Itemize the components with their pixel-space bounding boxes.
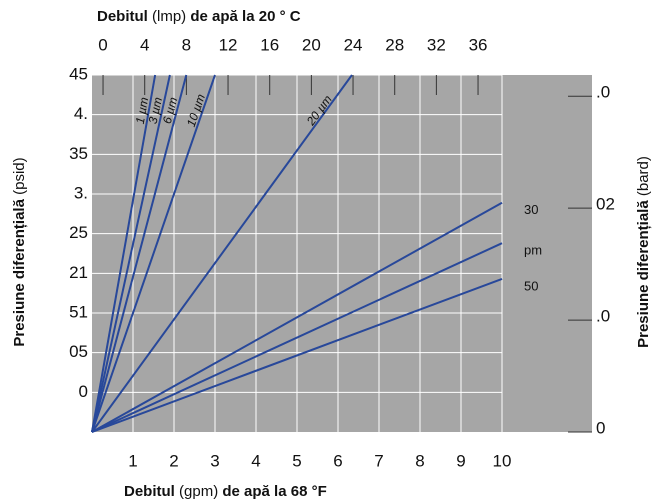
- x2-tick-label: 28: [385, 35, 404, 54]
- y2-axis-title: Presiune diferențială (bard): [635, 156, 652, 348]
- x-axis-title: Debitul (gpm) de apă la 68 °F: [124, 483, 327, 500]
- x-tick-label: 1: [128, 451, 137, 470]
- series-line: [91, 242, 503, 433]
- y2-tick-label: .0: [596, 307, 610, 326]
- plot-area: [92, 75, 592, 432]
- x2-title-part: de apă la 20 ° C: [190, 8, 300, 25]
- y2-tick-label: .0: [596, 83, 610, 102]
- y2-tick-label: 02: [596, 195, 615, 214]
- y-title-part: (psid): [11, 157, 28, 195]
- y-tick-label: 4.: [74, 104, 88, 123]
- y-title-part: Presiune diferențială: [11, 198, 28, 346]
- y-tick-label: 25: [69, 223, 88, 242]
- x-tick-label: 3: [210, 451, 219, 470]
- y2-tick-label: 0: [596, 418, 605, 437]
- x2-tick-label: 12: [219, 35, 238, 54]
- series-label: pm: [524, 243, 542, 258]
- x2-title-part: Debitul: [97, 8, 148, 25]
- y-axis-title: Presiune diferențială (psid): [11, 157, 28, 346]
- series-line: [91, 74, 188, 433]
- series-label: 1 µm: [133, 96, 151, 125]
- series-label: 6 µm: [160, 96, 180, 126]
- series-line: [91, 277, 503, 433]
- x2-tick-label: 8: [182, 35, 191, 54]
- x-tick-label: 7: [374, 451, 383, 470]
- x2-tick-label: 32: [427, 35, 446, 54]
- x-tick-label: 4: [251, 451, 260, 470]
- series-line: [91, 74, 171, 433]
- x-title-part: Debitul: [124, 483, 175, 500]
- y2-title-part: Presiune diferențială: [635, 200, 652, 348]
- x-tick-label: 5: [292, 451, 301, 470]
- x-tick-label: 8: [415, 451, 424, 470]
- x-tick-label: 10: [493, 451, 512, 470]
- x2-tick-label: 24: [344, 35, 363, 54]
- x-tick-label: 6: [333, 451, 342, 470]
- x2-tick-label: 4: [140, 35, 149, 54]
- x2-tick-label: 16: [260, 35, 279, 54]
- y-tick-label: 51: [69, 302, 88, 321]
- x2-tick-label: 0: [98, 35, 107, 54]
- series-line: [91, 74, 353, 433]
- y-tick-label: 0: [79, 382, 88, 401]
- y-tick-label: 45: [69, 64, 88, 83]
- series-line: [91, 74, 157, 433]
- series-label: 50: [524, 278, 538, 293]
- x2-title-part: (lmp): [152, 8, 186, 25]
- y2-title-part: (bard): [635, 156, 652, 196]
- y-tick-label: 05: [69, 342, 88, 361]
- y-tick-label: 21: [69, 263, 88, 282]
- x2-axis-title: Debitul (lmp) de apă la 20 ° C: [97, 8, 301, 25]
- y-tick-label: 3.: [74, 183, 88, 202]
- x-title-part: de apă la 68 °F: [222, 483, 326, 500]
- x2-tick-label: 36: [469, 35, 488, 54]
- series-label: 3 µm: [146, 96, 165, 125]
- series-line: [91, 74, 216, 433]
- x-tick-label: 2: [169, 451, 178, 470]
- x2-tick-label: 20: [302, 35, 321, 54]
- series-label: 30: [524, 202, 538, 217]
- y-tick-label: 35: [69, 144, 88, 163]
- series-line: [91, 201, 503, 433]
- x-tick-label: 9: [456, 451, 465, 470]
- x-title-part: (gpm): [179, 483, 218, 500]
